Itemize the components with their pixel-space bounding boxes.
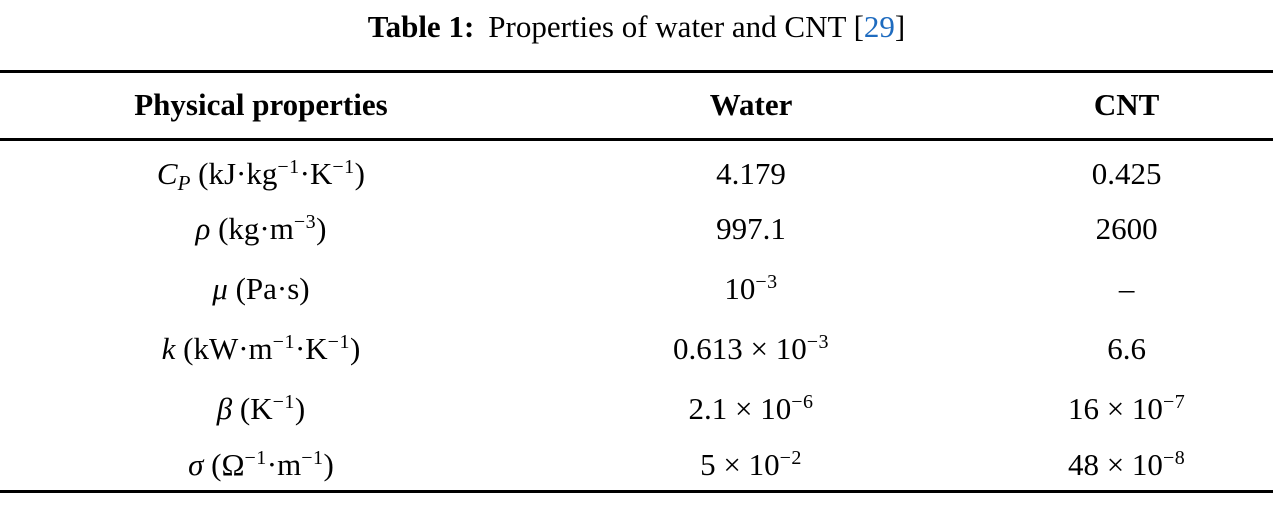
table-row: σ (Ω−1·m−1) 5 × 10−2 48 × 10−8 (0, 439, 1273, 491)
table-row: CP (kJ·kg−1·K−1) 4.179 0.425 (0, 139, 1273, 199)
property-cell: ρ (kg·m−3) (195, 211, 327, 247)
table-caption-text: Properties of water and CNT (488, 9, 846, 44)
citation-bracket-open: [ (853, 9, 864, 44)
column-header-physical-properties: Physical properties (134, 87, 388, 123)
water-value-cell: 4.179 (716, 156, 786, 192)
properties-table: Physical properties Water CNT CP (kJ·kg−… (0, 69, 1273, 493)
water-value-cell: 10−3 (724, 271, 778, 307)
property-cell: σ (Ω−1·m−1) (188, 446, 334, 482)
water-value-cell: 0.613 × 10−3 (673, 331, 830, 367)
property-cell: k (kW·m−1·K−1) (161, 331, 361, 367)
citation-number[interactable]: 29 (863, 9, 895, 44)
cnt-value-cell: 0.425 (1091, 156, 1162, 192)
cnt-value-cell: 6.6 (1107, 331, 1146, 367)
cnt-value-cell: 2600 (1095, 211, 1158, 247)
property-cell: μ (Pa·s) (212, 271, 310, 307)
column-header-cnt: CNT (1093, 87, 1160, 123)
citation-bracket-close: ] (894, 9, 906, 44)
table-row: ρ (kg·m−3) 997.1 2600 (0, 199, 1273, 259)
property-cell: CP (kJ·kg−1·K−1) (156, 156, 365, 196)
header-row: Physical properties Water CNT (0, 71, 1273, 140)
table-row: k (kW·m−1·K−1) 0.613 × 10−3 6.6 (0, 319, 1273, 379)
cnt-value-cell: – (1118, 271, 1135, 307)
citation: [29] (854, 9, 906, 44)
cnt-value-cell: 16 × 10−7 (1067, 391, 1186, 427)
table-caption-label: Table 1: (367, 9, 475, 44)
cnt-value-cell: 48 × 10−8 (1067, 446, 1186, 482)
property-cell: β (K−1) (216, 391, 306, 427)
water-value-cell: 5 × 10−2 (700, 446, 802, 482)
table-row: β (K−1) 2.1 × 10−6 16 × 10−7 (0, 379, 1273, 439)
table-row: μ (Pa·s) 10−3 – (0, 259, 1273, 319)
water-value-cell: 2.1 × 10−6 (688, 391, 814, 427)
column-header-water: Water (709, 87, 793, 123)
water-value-cell: 997.1 (716, 211, 786, 247)
table-caption: Table 1: Properties of water and CNT [29] (0, 0, 1273, 48)
